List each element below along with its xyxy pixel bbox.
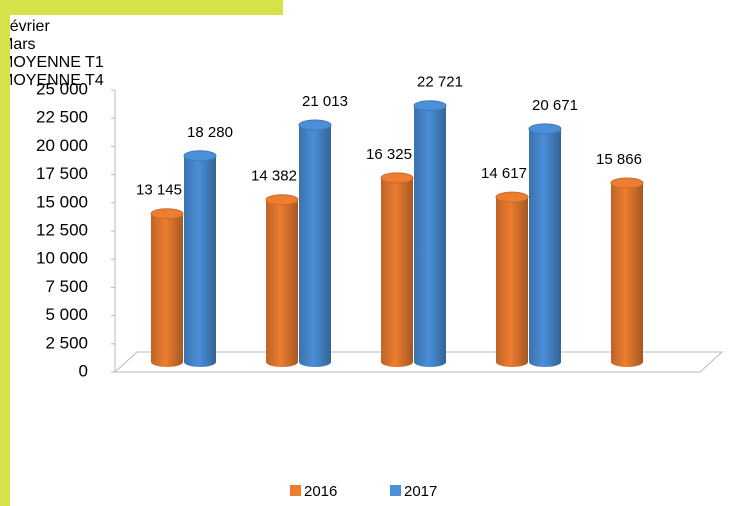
bar-bottom [266, 357, 298, 367]
bar [380, 172, 414, 367]
y-tick-label: 5 000 [45, 305, 88, 324]
bar [528, 123, 562, 367]
bar-top [183, 150, 217, 162]
bar-top [150, 208, 184, 220]
bar [265, 194, 299, 367]
bar-bottom [299, 357, 331, 367]
data-label: 20 671 [532, 97, 578, 114]
bar [610, 177, 644, 367]
bar [413, 100, 447, 367]
bar-body [266, 199, 298, 362]
y-tick-label: 17 500 [36, 164, 88, 183]
y-tick-label: 7 500 [45, 277, 88, 296]
data-label: 22 721 [417, 74, 463, 91]
x-tick-label: MOYENNE T1 [0, 54, 104, 71]
bar-body [299, 124, 331, 362]
bar-bottom [529, 357, 561, 367]
legend-swatch [390, 485, 401, 496]
bar-bottom [184, 357, 216, 367]
bar [298, 119, 332, 367]
top-strip [0, 0, 283, 15]
bar-bottom [611, 357, 643, 367]
data-label: 15 866 [596, 151, 642, 168]
side-strip [0, 0, 10, 506]
legend-label: 2017 [404, 483, 437, 500]
bar [183, 150, 217, 367]
bar-body [184, 155, 216, 362]
bar-top [610, 177, 644, 189]
y-tick-label: 12 500 [36, 220, 88, 239]
x-tick-label: MOYENNE T4 [0, 72, 104, 89]
bar-bottom [414, 357, 446, 367]
y-tick-label: 10 000 [36, 249, 88, 268]
bar-top [298, 119, 332, 131]
bar-top [380, 172, 414, 184]
bar [150, 208, 184, 367]
data-label: 16 325 [366, 146, 412, 163]
legend-swatch [290, 485, 301, 496]
data-label: 18 280 [187, 124, 233, 141]
bar-top [265, 194, 299, 206]
y-tick-label: 0 [79, 361, 88, 380]
bar-bottom [381, 357, 413, 367]
bar [495, 191, 529, 367]
bar-top [528, 123, 562, 135]
bar-bottom [496, 357, 528, 367]
data-label: 13 145 [136, 182, 182, 199]
y-tick-label: 25 000 [36, 79, 88, 98]
bar-top [495, 191, 529, 203]
y-tick-label: 15 000 [36, 192, 88, 211]
bar-body [381, 177, 413, 362]
data-label: 14 382 [251, 168, 297, 185]
data-label: 14 617 [481, 165, 527, 182]
bar-top [413, 100, 447, 112]
bar-body [414, 105, 446, 362]
x-tick-label: Février [0, 18, 50, 35]
bar-body [151, 213, 183, 362]
bar-body [496, 197, 528, 362]
y-tick-label: 2 500 [45, 333, 88, 352]
data-label: 21 013 [302, 93, 348, 110]
y-tick-label: 20 000 [36, 136, 88, 155]
legend-label: 2016 [304, 483, 337, 500]
y-tick-label: 22 500 [36, 108, 88, 127]
bar-body [529, 128, 561, 362]
bar-bottom [151, 357, 183, 367]
bar-body [611, 183, 643, 362]
